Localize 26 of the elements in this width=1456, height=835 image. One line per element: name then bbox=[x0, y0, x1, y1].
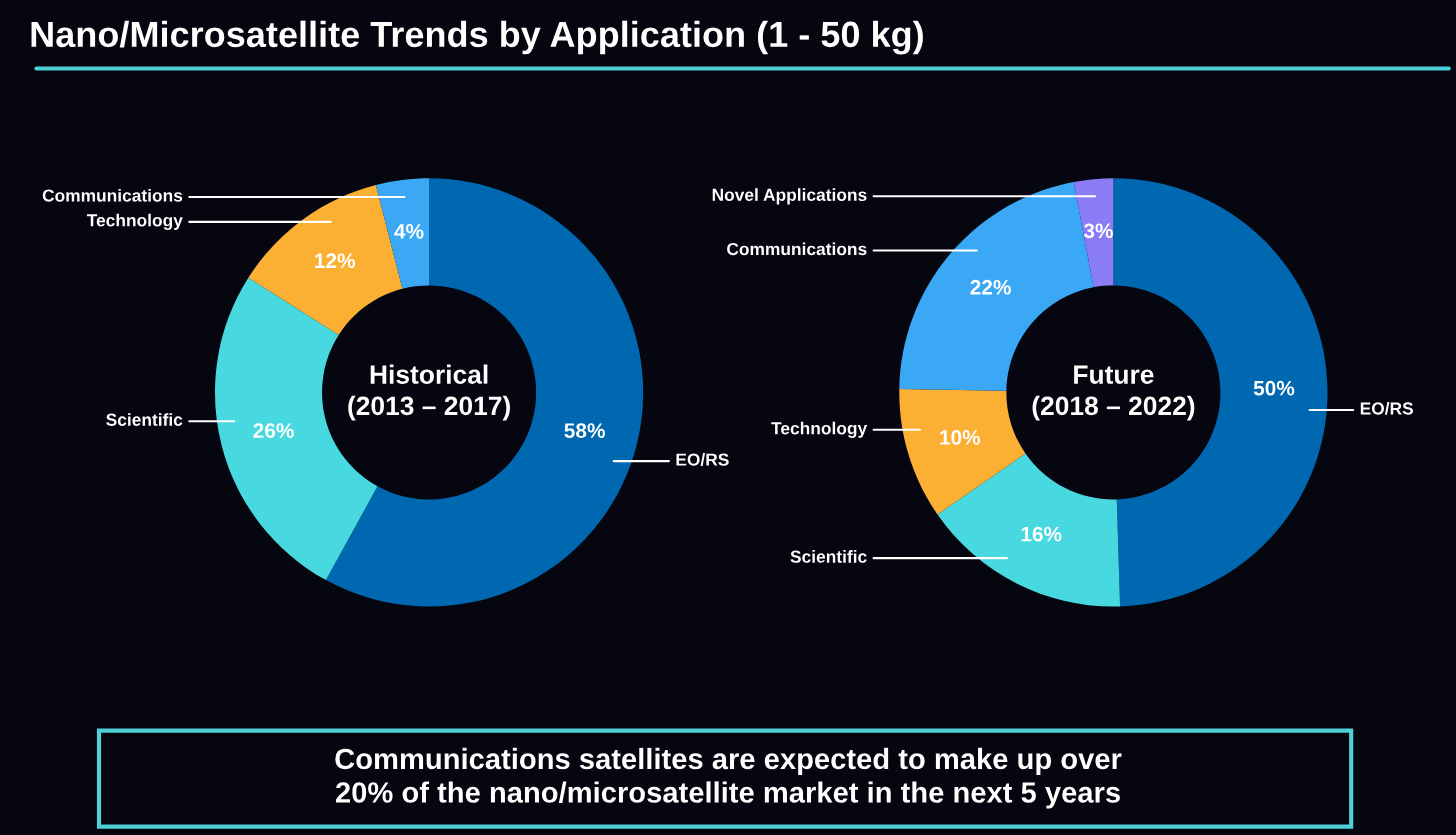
donut-slice bbox=[899, 389, 1026, 515]
text: Historical (2013 – 2017) bbox=[348, 364, 510, 421]
slice-label: Scientific bbox=[790, 550, 867, 563]
data-label: 22% bbox=[970, 279, 1011, 295]
donut-slice bbox=[1073, 178, 1114, 288]
data-label: 16% bbox=[1021, 526, 1062, 542]
slice-label: EO/RS bbox=[676, 453, 729, 466]
slice-label: Communications bbox=[42, 188, 183, 202]
slice-label: Novel Applications bbox=[712, 188, 867, 205]
slice-label: Technology bbox=[86, 213, 183, 230]
data-label: 10% bbox=[940, 430, 981, 445]
data-label: 12% bbox=[315, 253, 355, 269]
text: Future (2018 – 2022) bbox=[1032, 365, 1195, 421]
slice-label: Communications bbox=[727, 242, 867, 256]
data-label: 26% bbox=[253, 423, 294, 438]
slice-label: EO/RS bbox=[1360, 401, 1413, 415]
slice-label: Scientific bbox=[106, 413, 183, 426]
data-label: 50% bbox=[1253, 380, 1295, 396]
slice-label: Technology bbox=[771, 421, 868, 438]
text: Communications satellites are expected to make up over 20% of the nano/microsatellite market in the next 5 years bbox=[335, 747, 1122, 809]
data-label: 4% bbox=[394, 224, 424, 239]
data-label: 58% bbox=[564, 423, 605, 438]
donut-slice bbox=[375, 178, 430, 289]
donut-slice bbox=[937, 453, 1121, 607]
text: Nano/Microsatellite Trends by Application (1 - 50 kg) bbox=[31, 20, 923, 55]
data-label: 3% bbox=[1083, 223, 1113, 239]
